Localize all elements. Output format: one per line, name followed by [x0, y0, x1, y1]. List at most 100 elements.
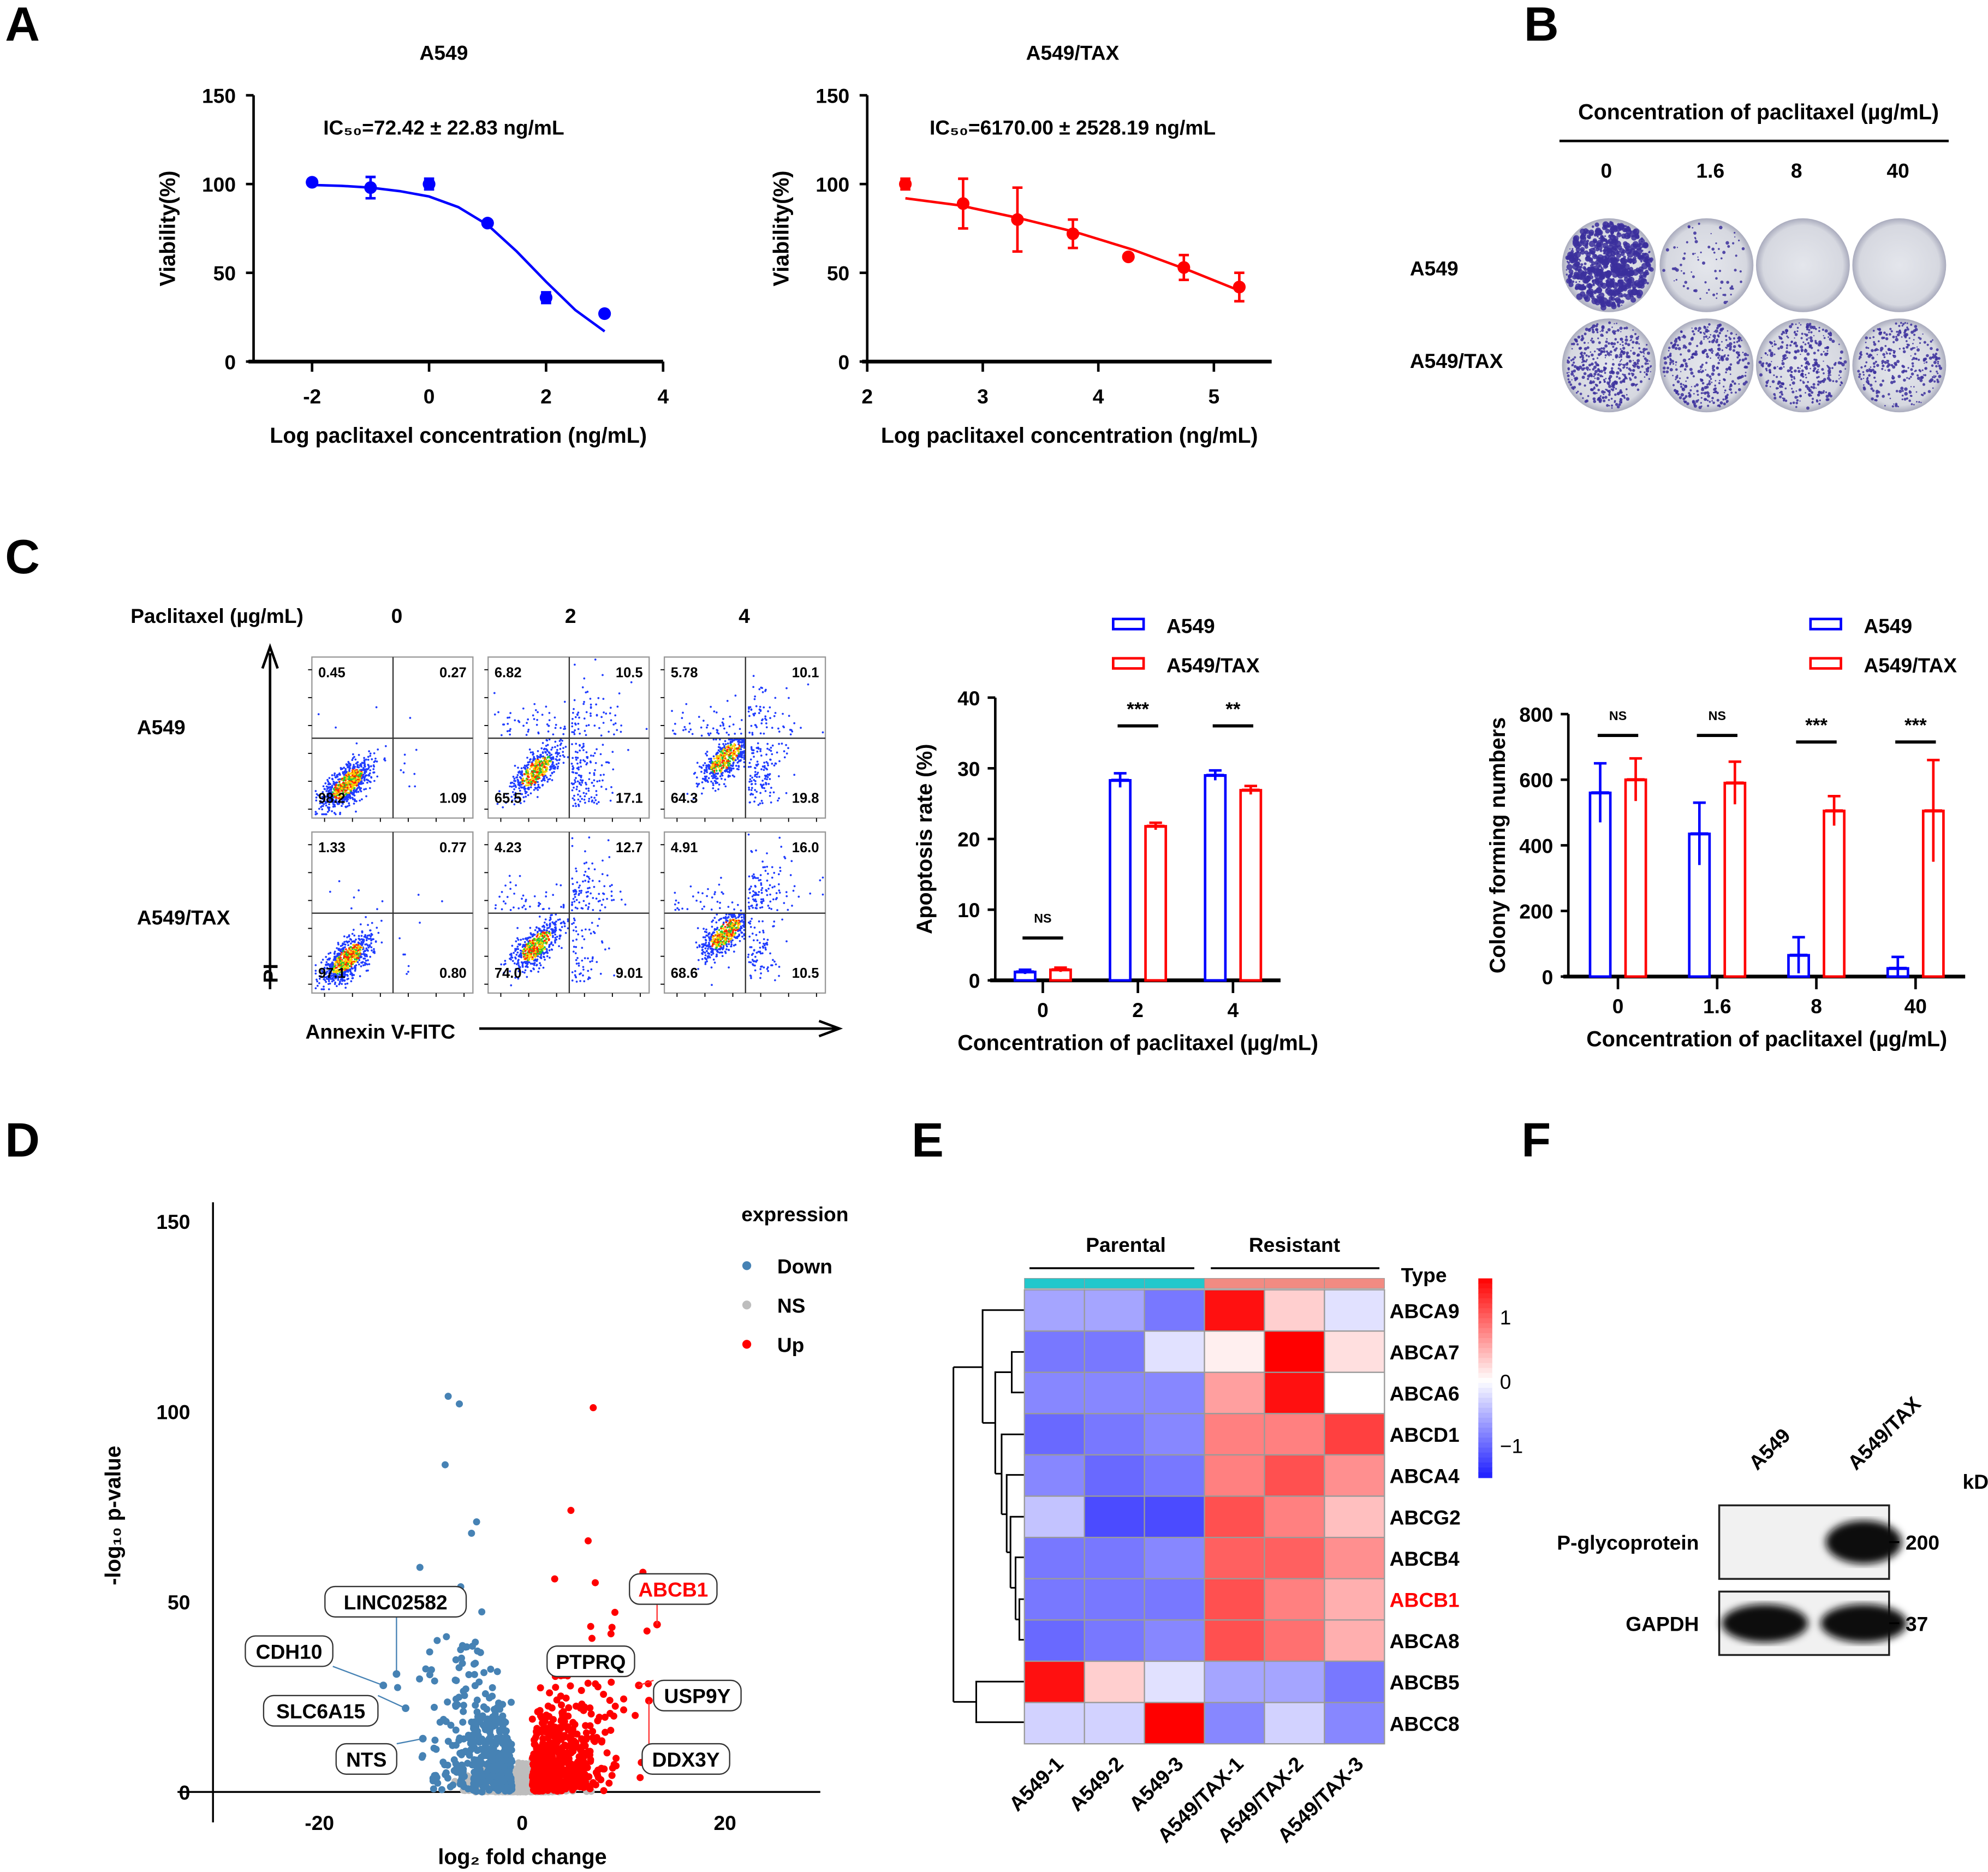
colony-dot [1773, 374, 1775, 377]
colony-dot [1626, 397, 1630, 401]
event-dot [706, 726, 708, 729]
colony-dot [1722, 251, 1726, 254]
colony-dot [1624, 225, 1627, 228]
event-dot [574, 803, 577, 805]
colony-dot [1914, 325, 1918, 328]
colony-dot [1662, 370, 1666, 373]
y-tick-label: 50 [827, 262, 849, 285]
event-dot [576, 780, 579, 783]
colony-dot [1902, 350, 1906, 353]
event-dot [602, 698, 605, 700]
event-dot [344, 769, 347, 772]
colony-dot [1596, 392, 1598, 394]
event-dot [534, 781, 537, 783]
colony-dot [1765, 384, 1768, 388]
colony-dot [1821, 368, 1824, 371]
colony-dot [1626, 225, 1630, 229]
event-dot [358, 963, 360, 966]
colony-dot [1584, 332, 1587, 336]
colony-dot [1725, 400, 1729, 403]
event-dot [774, 697, 777, 699]
event-dot [530, 778, 533, 781]
colony-dot [1892, 341, 1895, 343]
colony-dot [1910, 355, 1912, 357]
event-dot [513, 782, 515, 785]
colony-dot [1804, 343, 1807, 346]
culture-plate [1659, 318, 1754, 413]
event-dot [620, 730, 622, 733]
event-dot [785, 792, 788, 794]
colony-dot [1679, 377, 1681, 379]
colony-dot [1913, 334, 1916, 336]
colony-dot [1889, 352, 1891, 355]
colony-dot [1789, 373, 1793, 377]
event-dot [671, 710, 673, 712]
colony-dot [1686, 287, 1689, 290]
colony-dot [1701, 382, 1705, 385]
colony-dot [1600, 305, 1606, 311]
colony-dot [1610, 342, 1614, 346]
event-dot [349, 783, 352, 786]
event-dot [760, 768, 763, 770]
event-dot [738, 756, 740, 758]
colony-dot [1584, 347, 1587, 350]
event-dot [559, 748, 562, 750]
event-dot [681, 717, 683, 720]
colony-dot [1622, 344, 1624, 346]
event-dot [549, 774, 552, 777]
colony-dot [1587, 252, 1590, 254]
colony-dot [1916, 346, 1918, 348]
flow-plot: 6.82 10.565.5 17.1 [484, 656, 650, 822]
event-dot [564, 746, 567, 748]
colony-dot [1682, 358, 1687, 362]
event-dot [578, 790, 581, 792]
colony-dot [1664, 361, 1668, 365]
colony-dot [1808, 329, 1811, 331]
colony-dot [1632, 329, 1634, 331]
event-dot [577, 711, 580, 714]
event-dot [356, 764, 359, 766]
event-dot [593, 801, 596, 804]
colony-dot [1642, 347, 1646, 352]
colony-dot [1686, 241, 1688, 243]
colony-dot [1779, 345, 1783, 349]
event-dot [576, 757, 579, 759]
panel-label-f: F [1521, 1113, 1551, 1167]
colony-dot [1612, 346, 1615, 348]
colony-dot [1669, 361, 1672, 364]
colony-dot [1680, 383, 1682, 385]
event-dot [347, 944, 349, 947]
event-dot [539, 771, 541, 774]
event-dot [585, 787, 587, 790]
event-dot [752, 793, 754, 796]
colony-dot [1605, 280, 1609, 283]
event-dot [353, 803, 355, 805]
colony-dot [1680, 353, 1682, 356]
colony-dot [1767, 379, 1770, 382]
event-dot [590, 703, 592, 706]
event-dot [377, 748, 379, 751]
ic50-annotation: IC₅₀=6170.00 ± 2528.19 ng/mL [930, 116, 1216, 139]
colony-dot [1877, 328, 1879, 330]
event-dot [782, 712, 784, 715]
event-dot [344, 768, 347, 770]
colony-dot [1708, 340, 1711, 343]
colony-dot [1901, 336, 1903, 338]
event-dot [580, 765, 582, 768]
colony-dot [1771, 345, 1773, 347]
event-dot [769, 791, 771, 794]
event-dot [570, 762, 573, 765]
colony-dot [1722, 398, 1725, 401]
event-dot [748, 780, 751, 783]
event-dot [587, 724, 590, 727]
event-dot [522, 707, 525, 710]
colony-dot [1710, 357, 1711, 359]
event-dot [701, 777, 704, 780]
colony-dot [1835, 380, 1838, 383]
event-dot [493, 713, 496, 716]
colony-dot [1796, 330, 1799, 332]
colony-dot [1684, 281, 1688, 284]
colony-dot [1713, 251, 1716, 254]
marker [1177, 261, 1191, 274]
